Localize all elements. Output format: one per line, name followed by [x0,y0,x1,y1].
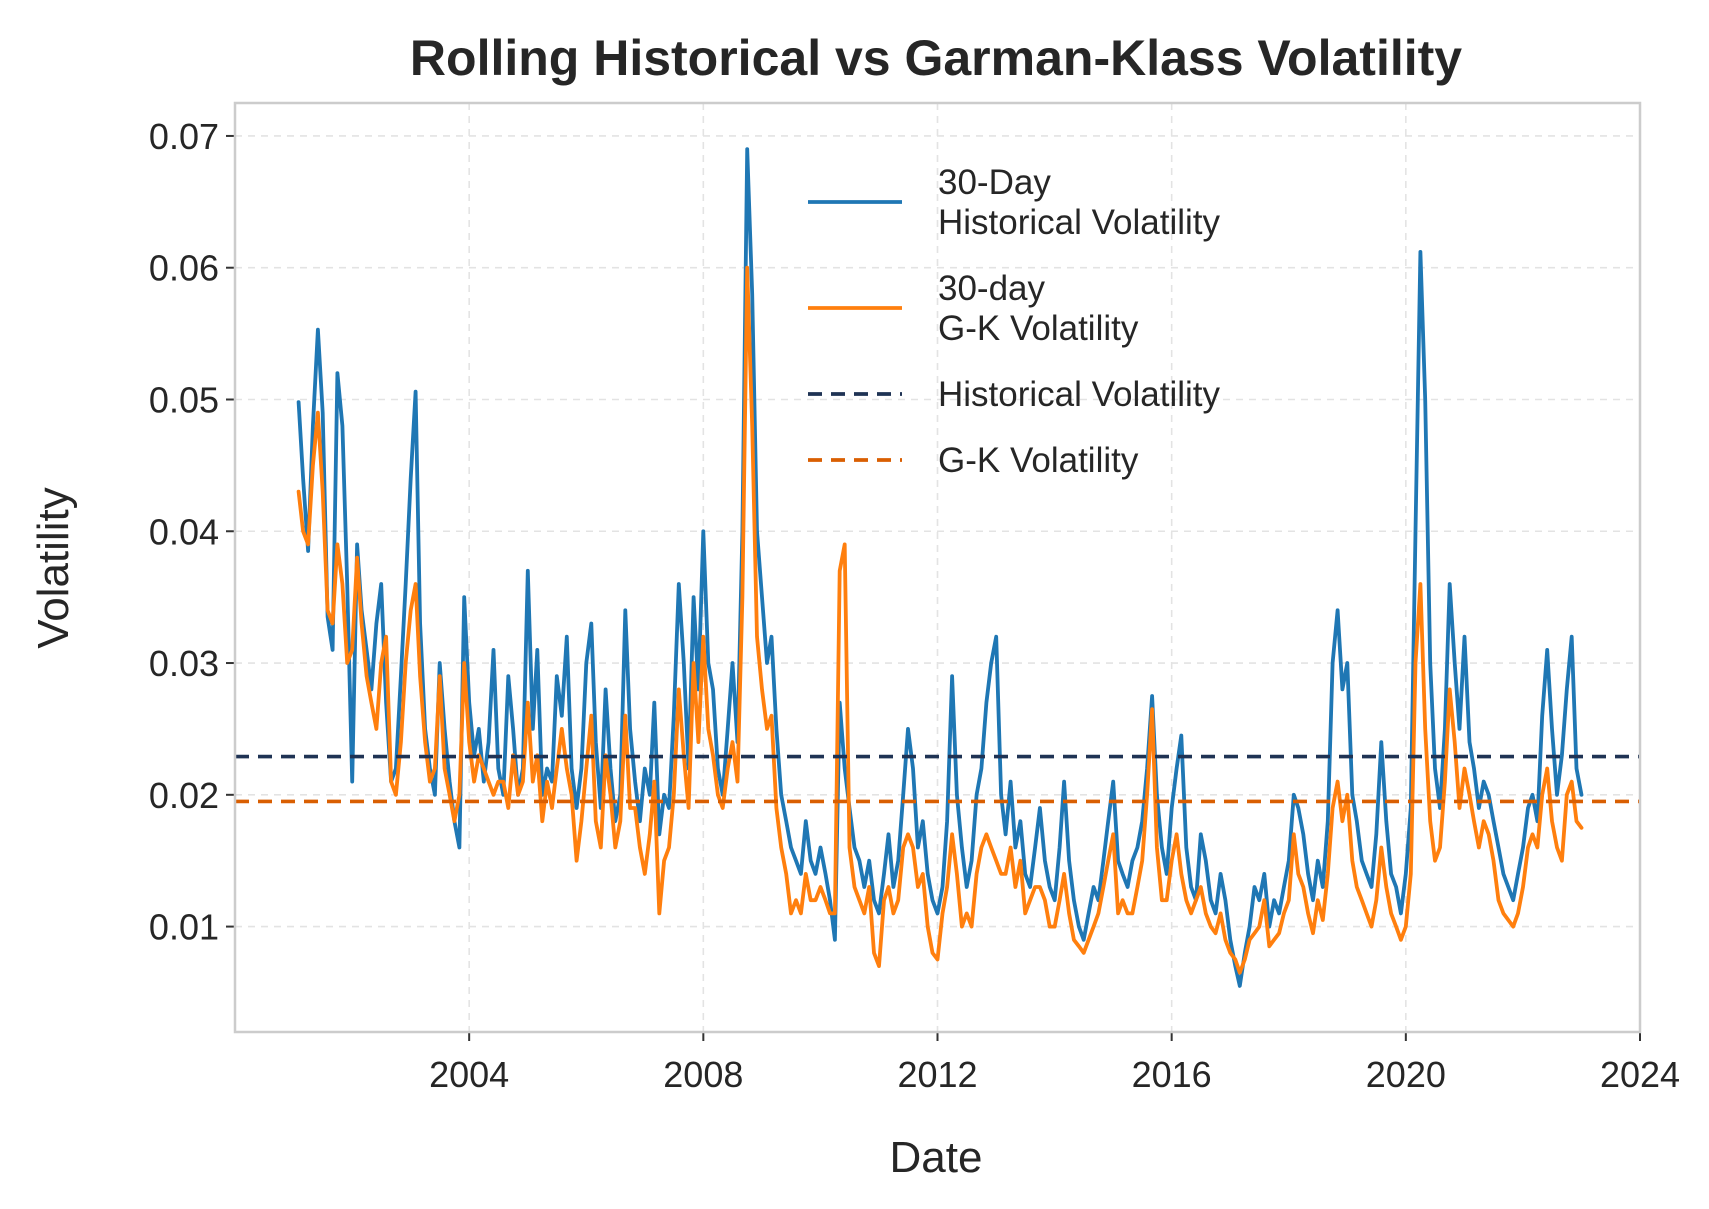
plot-frame [233,101,1642,1034]
legend-label: 30-Day [938,163,1051,202]
axis-ticks: 2004 2008 2012 2016 2020 2024 0.01 0.02 0.03 0.04… [149,116,1680,1095]
chart-title: Rolling Historical vs Garman-Klass Volat… [410,30,1462,86]
legend-label: G-K Volatility [938,309,1139,348]
y-tick-label: 0.02 [149,775,219,816]
legend-label: 30-day [938,269,1046,308]
y-tick-label: 0.03 [149,643,219,684]
x-tick-label: 2024 [1600,1054,1680,1095]
y-axis-label: Volatility [29,487,78,648]
y-tick-label: 0.04 [149,511,219,552]
y-tick-label: 0.05 [149,379,219,420]
x-tick-label: 2020 [1366,1054,1446,1095]
x-tick-label: 2012 [897,1054,977,1095]
legend-label: G-K Volatility [938,441,1139,480]
x-tick-label: 2016 [1132,1054,1212,1095]
y-tick-label: 0.06 [149,248,219,289]
y-tick-label: 0.01 [149,907,219,948]
legend-label: Historical Volatility [938,375,1221,414]
x-tick-label: 2004 [429,1054,509,1095]
y-tick-label: 0.07 [149,116,219,157]
series-layer [235,147,1640,988]
series-line-1 [296,265,1584,975]
plot-border [233,101,1642,1034]
x-axis-label: Date [890,1133,983,1182]
x-tick-label: 2008 [663,1054,743,1095]
series-line-0 [296,147,1584,988]
grid-lines [235,103,1641,1032]
legend-label: Historical Volatility [938,203,1221,242]
